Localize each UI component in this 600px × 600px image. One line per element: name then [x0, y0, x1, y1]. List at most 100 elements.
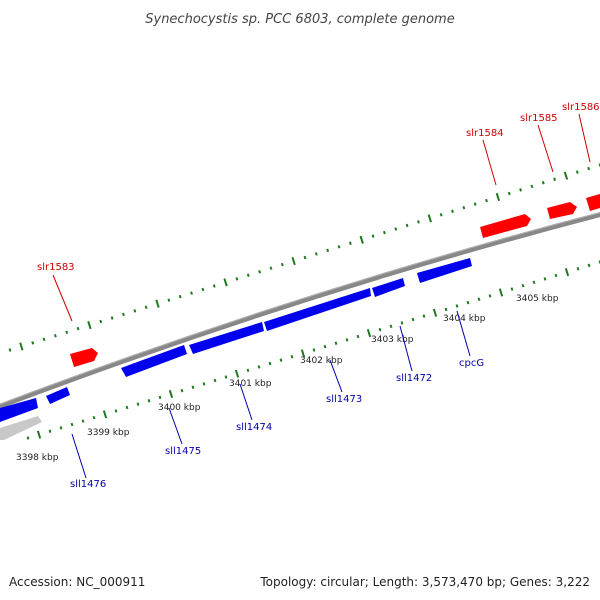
feature-slr1584[interactable] [480, 214, 531, 238]
lower-minor-tick [356, 334, 360, 339]
lower-major-tick [432, 308, 438, 317]
gene-label-sll1476[interactable]: sll1476 [70, 479, 106, 490]
gene-label-slr1583[interactable]: slr1583 [37, 262, 75, 273]
upper-minor-tick [348, 241, 352, 245]
lower-major-tick [168, 389, 174, 399]
gene-label-cpcG[interactable]: cpcG [459, 358, 484, 369]
accession-label: Accession: NC_000911 [9, 575, 145, 589]
feature-cpcG[interactable] [417, 258, 472, 283]
position-label-3400: 3400 kbp [158, 403, 201, 413]
leader-line-cpcG [456, 310, 471, 357]
lower-minor-tick [202, 382, 206, 386]
lower-minor-tick [158, 395, 162, 400]
lower-major-tick [498, 288, 504, 297]
upper-minor-tick [280, 262, 284, 267]
upper-minor-tick [53, 334, 57, 338]
upper-minor-tick [178, 294, 182, 299]
lower-minor-tick [70, 422, 74, 427]
position-label-3404: 3404 kbp [443, 314, 486, 324]
position-label-3398: 3398 kbp [16, 453, 59, 463]
upper-major-tick [223, 278, 228, 287]
lower-minor-tick [477, 297, 481, 301]
upper-major-tick [19, 342, 24, 351]
feature-sll1476[interactable] [0, 398, 38, 422]
gene-label-sll1472[interactable]: sll1472 [396, 373, 432, 384]
position-label-3399: 3399 kbp [87, 428, 130, 438]
lower-minor-tick [323, 344, 327, 349]
lower-minor-tick [224, 375, 228, 379]
feature-grey-reverse[interactable] [0, 416, 42, 440]
feature-slr1586[interactable] [586, 194, 600, 211]
lower-minor-tick [312, 348, 316, 352]
lower-minor-tick [587, 263, 591, 268]
lower-minor-tick [488, 294, 492, 298]
upper-minor-tick [212, 284, 216, 288]
upper-minor-tick [417, 220, 420, 224]
upper-minor-tick [235, 277, 239, 281]
leader-line-sll1472 [399, 325, 413, 372]
feature-sll1474[interactable] [121, 345, 187, 377]
upper-minor-tick [405, 223, 409, 228]
upper-major-tick [155, 299, 160, 308]
upper-minor-tick [541, 181, 545, 185]
gene-label-sll1475[interactable]: sll1475 [165, 446, 201, 457]
leader-line-slr1586 [578, 113, 591, 163]
lower-minor-tick [554, 273, 558, 278]
upper-major-tick [495, 192, 501, 202]
position-label-3402: 3402 kbp [300, 356, 343, 366]
lower-minor-tick [389, 324, 393, 329]
upper-minor-tick [507, 191, 511, 196]
gene-label-slr1585[interactable]: slr1585 [520, 113, 558, 124]
lower-minor-tick [246, 368, 250, 373]
upper-minor-tick [99, 319, 103, 324]
lower-minor-tick [345, 338, 349, 342]
lower-minor-tick [378, 327, 382, 332]
lower-minor-tick [334, 341, 338, 345]
upper-major-tick [427, 214, 432, 223]
upper-minor-tick [439, 213, 443, 217]
leader-line-slr1584 [482, 139, 497, 186]
gene-labels: slr1583 slr1584 slr1585 slr1586 sll1476 sll14… [37, 102, 600, 490]
lower-minor-tick [180, 388, 184, 393]
leader-line-sll1476 [71, 433, 87, 479]
lower-minor-tick [92, 415, 96, 420]
map-title: Synechocystis sp. PCC 6803, complete gen… [145, 12, 454, 27]
lower-minor-tick [444, 307, 448, 312]
lower-major-tick [36, 430, 42, 439]
position-labels: 3398 kbp 3399 kbp 3400 kbp 3401 kbp 3402 kbp… [16, 294, 559, 463]
lower-minor-tick [400, 321, 404, 325]
upper-minor-tick [110, 316, 114, 320]
gene-label-sll1474[interactable]: sll1474 [236, 422, 272, 433]
upper-minor-tick [553, 177, 557, 181]
feature-cpcG-a[interactable] [372, 278, 405, 297]
lower-minor-tick [257, 365, 261, 369]
upper-tick-row [8, 163, 600, 352]
upper-minor-tick [144, 305, 148, 310]
genome-backbone [0, 212, 600, 409]
feature-sll1475[interactable] [46, 387, 70, 404]
leader-line-sll1474 [239, 383, 253, 421]
feature-slr1585[interactable] [547, 202, 577, 219]
upper-minor-tick [326, 248, 330, 253]
upper-minor-tick [258, 270, 262, 274]
lower-minor-tick [268, 361, 272, 366]
upper-minor-tick [8, 348, 12, 352]
feature-sll1473[interactable] [189, 322, 264, 354]
upper-minor-tick [530, 184, 534, 189]
upper-major-tick [291, 256, 296, 266]
lower-minor-tick [521, 283, 525, 288]
gene-label-slr1586[interactable]: slr1586 [562, 102, 600, 113]
gene-label-slr1584[interactable]: slr1584 [466, 128, 504, 139]
lower-minor-tick [411, 317, 415, 322]
lower-minor-tick [290, 355, 294, 359]
gene-label-sll1473[interactable]: sll1473 [326, 394, 362, 405]
feature-slr1583[interactable] [70, 348, 98, 367]
upper-minor-tick [473, 202, 477, 206]
lower-major-tick [366, 328, 372, 338]
upper-major-tick [563, 171, 569, 180]
lower-minor-tick [136, 402, 140, 406]
upper-minor-tick [587, 166, 591, 171]
lower-minor-tick [125, 405, 129, 410]
feature-sll1472[interactable] [264, 288, 371, 331]
